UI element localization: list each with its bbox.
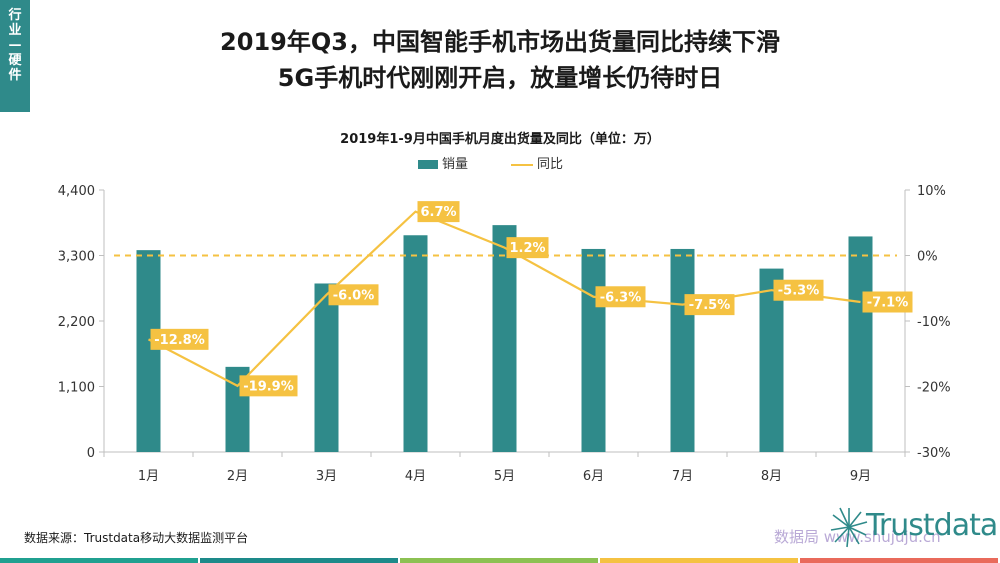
y-left-tick-label: 2,200 xyxy=(58,315,95,330)
bar-sales xyxy=(492,225,517,452)
data-label-yoy: 1.2% xyxy=(509,241,545,256)
chart-title: 2019年1-9月中国手机月度出货量及同比（单位：万） xyxy=(340,132,660,147)
x-tick-label: 3月 xyxy=(316,469,337,484)
data-label-box xyxy=(773,279,824,301)
section-tab: 行业—硬件 xyxy=(0,0,30,112)
legend-item-yoy: 同比 xyxy=(511,153,563,172)
bar-sales xyxy=(314,283,339,452)
footer-segment xyxy=(0,558,198,563)
y-right-tick-label: 10% xyxy=(917,184,946,199)
y-left-tick-label: 4,400 xyxy=(58,184,95,199)
footer-segment xyxy=(800,558,998,563)
bar-sales xyxy=(581,248,606,452)
section-tab-label: 行业—硬件 xyxy=(8,8,22,83)
x-tick-label: 5月 xyxy=(494,469,515,484)
legend-bar-swatch xyxy=(418,160,438,169)
y-left-tick-label: 3,300 xyxy=(58,250,95,265)
legend-item-sales: 销量 xyxy=(418,153,468,172)
data-label-yoy: 6.7% xyxy=(420,205,456,220)
trustdata-logo-icon xyxy=(830,507,868,548)
logo-text: Trustdata xyxy=(866,508,998,543)
y-right-tick-label: -30% xyxy=(917,446,951,461)
data-label-box xyxy=(239,375,298,397)
data-label-box xyxy=(506,237,549,259)
x-tick-label: 9月 xyxy=(850,469,871,484)
data-label-yoy: -12.8% xyxy=(154,333,205,348)
data-label-box xyxy=(150,328,209,350)
x-tick-label: 2月 xyxy=(227,469,248,484)
bar-sales xyxy=(136,250,161,452)
data-label-box xyxy=(328,284,379,306)
legend-yoy-label: 同比 xyxy=(537,157,564,172)
y-left-tick-label: 0 xyxy=(87,446,95,461)
y-right-tick-label: -10% xyxy=(917,315,951,330)
x-tick-label: 4月 xyxy=(405,469,426,484)
bar-sales xyxy=(848,236,873,452)
data-label-box xyxy=(862,291,913,313)
bar-sales xyxy=(403,235,428,452)
data-label-box xyxy=(595,286,646,308)
footer-segment xyxy=(600,558,798,563)
y-left-tick-label: 1,100 xyxy=(58,381,95,396)
data-label-yoy: -6.3% xyxy=(600,290,641,305)
bar-sales xyxy=(670,248,695,452)
data-label-yoy: -5.3% xyxy=(778,284,819,299)
data-label-box xyxy=(417,201,460,223)
data-label-yoy: -19.9% xyxy=(243,379,294,394)
data-label-box xyxy=(684,294,735,316)
legend-line-swatch xyxy=(511,163,533,166)
y-right-tick-label: -20% xyxy=(917,381,951,396)
data-source: 数据来源：Trustdata移动大数据监测平台 xyxy=(24,531,249,545)
page-title-line2: 5G手机时代刚刚开启，放量增长仍待时日 xyxy=(277,64,723,92)
page-title-line1: 2019年Q3，中国智能手机市场出货量同比持续下滑 xyxy=(220,28,780,56)
footer-segment xyxy=(400,558,598,563)
x-tick-label: 1月 xyxy=(138,469,159,484)
watermark: 数据局 www.shujuju.cn xyxy=(774,528,941,546)
y-right-tick-label: 0% xyxy=(917,250,938,265)
data-label-yoy: -7.5% xyxy=(689,298,730,313)
line-yoy xyxy=(147,210,861,388)
x-tick-label: 8月 xyxy=(761,469,782,484)
legend-sales-label: 销量 xyxy=(442,157,469,172)
x-tick-label: 6月 xyxy=(583,469,604,484)
footer-segment xyxy=(200,558,398,563)
data-label-yoy: -6.0% xyxy=(333,288,374,303)
x-tick-label: 7月 xyxy=(672,469,693,484)
data-label-yoy: -7.1% xyxy=(867,296,908,311)
